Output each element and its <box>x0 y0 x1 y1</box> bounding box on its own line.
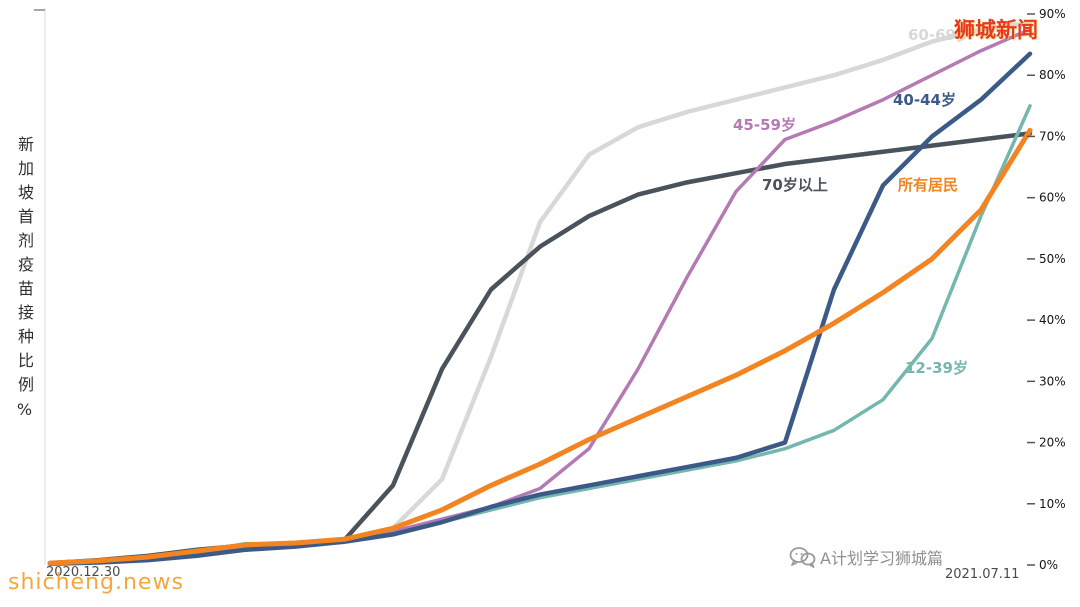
series-label-40-44岁: 40-44岁 <box>893 91 956 109</box>
y-tick-label: 80% <box>1039 68 1066 82</box>
watermark-brand: 狮城新闻 <box>954 18 1038 42</box>
y-tick-label: 70% <box>1039 129 1066 143</box>
series-line-40-44岁 <box>47 51 1033 567</box>
wechat-logo-icon <box>789 547 816 568</box>
watermark-wechat-text: A计划学习狮城篇 <box>820 549 943 568</box>
y-tick-label: 90% <box>1039 7 1066 21</box>
y-tick-label: 0% <box>1039 558 1058 572</box>
x-axis-start-date: 2020.12.30 <box>46 565 121 580</box>
series-label-60-69岁: 60-69岁 <box>908 26 971 44</box>
y-tick-label: 60% <box>1039 191 1066 205</box>
y-tick-label: 30% <box>1039 374 1066 388</box>
watermark-wechat: A计划学习狮城篇 <box>788 545 943 569</box>
y-tick-label: 50% <box>1039 252 1066 266</box>
y-tick-label: 20% <box>1039 436 1066 450</box>
series-label-70岁以上: 70岁以上 <box>762 176 828 194</box>
series-line-45-59岁 <box>48 27 1032 566</box>
y-axis-title: 新加坡首剂疫苗接种比例% <box>15 136 34 427</box>
series-label-12-39岁: 12-39岁 <box>905 359 968 377</box>
y-tick-label: 10% <box>1039 497 1066 511</box>
watermark-site-url: shicheng.news <box>8 570 184 595</box>
y-tick-label: 40% <box>1039 313 1066 327</box>
series-line-所有居民 <box>47 127 1033 566</box>
series-label-45-59岁: 45-59岁 <box>733 116 796 134</box>
series-label-所有居民: 所有居民 <box>898 176 958 194</box>
x-axis-end-date: 2021.07.11 <box>945 567 1020 582</box>
